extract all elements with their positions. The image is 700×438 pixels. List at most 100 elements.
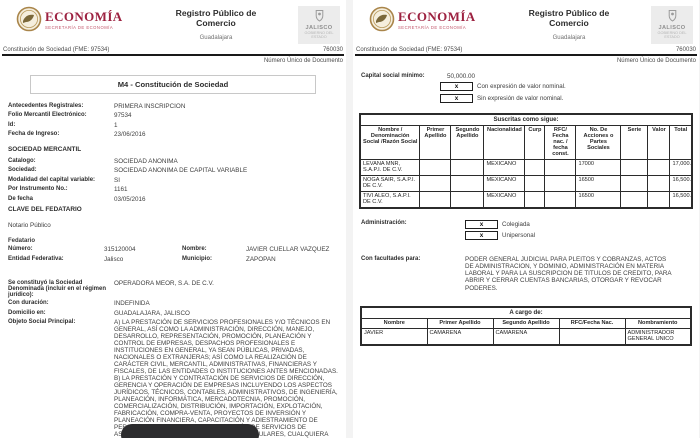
field-label: Número:	[8, 245, 33, 252]
viewer-pill-button[interactable]	[121, 424, 259, 438]
table-cell	[558, 327, 626, 346]
field-value: ZAPOPAN	[246, 255, 276, 263]
field-value: 23/06/2016	[114, 131, 146, 139]
agency-name: ECONOMÍA	[398, 9, 476, 25]
field-value: 1	[114, 121, 118, 129]
jalisco-label: JALISCO	[658, 25, 686, 31]
table-cell	[620, 190, 649, 209]
checkbox-checked: x	[465, 231, 498, 241]
field-row: Fecha de Ingreso: 23/06/2016	[0, 131, 346, 138]
table-cell	[524, 158, 546, 176]
field-row: De fecha 03/05/2016	[0, 196, 346, 203]
column-header: RFC/Fecha Nac.	[558, 317, 626, 329]
table-cell: TIVI ALEO, S.A.P.I. DE C.V.	[359, 190, 421, 209]
economia-logo: ECONOMÍA SECRETARÍA DE ECONOMÍA	[369, 6, 487, 34]
table-cell: 16,500.	[669, 174, 693, 192]
table-cell	[544, 190, 577, 209]
doc-type: Constitución de Sociedad (FME: 97534)	[356, 47, 463, 53]
column-header: Segundo Apellido	[492, 317, 560, 329]
document-page-left: ECONOMÍA SECRETARÍA DE ECONOMÍA Registro…	[0, 0, 346, 438]
field-row: Sociedad: SOCIEDAD ANONIMA DE CAPITAL VA…	[0, 167, 346, 174]
doc-type: Constitución de Sociedad (FME: 97534)	[3, 47, 110, 53]
field-value: GUADALAJARA, JALISCO	[114, 309, 190, 317]
field-value: JAVIER CUELLAR VAZQUEZ	[246, 245, 330, 253]
table-cell: JAVIER	[360, 327, 428, 346]
field-value: PRIMERA INSCRIPCION	[114, 102, 186, 110]
field-value: SOCIEDAD ANONIMA DE CAPITAL VARIABLE	[114, 167, 248, 175]
table-cell: 16500	[575, 190, 622, 209]
field-value: 50,000.00	[447, 72, 476, 80]
field-row: Se constituyó la Sociedad Denominada (in…	[0, 280, 346, 298]
admin-option-row: x Colegiada	[465, 219, 699, 229]
table-cell: LEVANA MNR, S.A.P.I. DE C.V.	[359, 158, 421, 176]
column-header: Curp	[524, 124, 546, 160]
jalisco-crest-icon	[666, 10, 679, 25]
column-header: Serie	[620, 124, 649, 160]
jalisco-tagline: GOBIERNO DEL ESTADO	[657, 31, 687, 39]
field-label: Nombre:	[182, 245, 207, 252]
field-label: Por Instrumento No.:	[8, 186, 68, 193]
column-header: Valor	[647, 124, 671, 160]
field-value: SI	[114, 176, 120, 184]
doc-number: 760030	[675, 47, 696, 53]
field-row: Con duración: INDEFINIDA	[0, 300, 346, 307]
header-rule	[355, 54, 697, 56]
table-cell: ADMINISTRADOR GENERAL UNICO	[624, 327, 692, 346]
doc-number: 760030	[322, 47, 343, 53]
table-cell	[620, 174, 649, 192]
agency-tagline: SECRETARÍA DE ECONOMÍA	[398, 24, 467, 30]
column-header: No. De Acciones o Partes Sociales	[575, 124, 622, 160]
page-header: ECONOMÍA SECRETARÍA DE ECONOMÍA Registro…	[353, 0, 699, 44]
jalisco-crest-icon	[313, 10, 326, 25]
registry-office: Guadalajara	[552, 34, 586, 41]
field-value: 1161	[114, 186, 128, 194]
table-cell	[620, 158, 649, 176]
field-value: INDEFINIDA	[114, 299, 150, 307]
column-header: Primer Apellido	[426, 317, 494, 329]
table-cell	[544, 174, 577, 192]
field-row: Catalogo: SOCIEDAD ANONIMA	[0, 158, 346, 165]
table-cell: MEXICANO	[483, 190, 526, 209]
nominal-option-row: x Con expresión de valor nominal.	[440, 82, 699, 92]
field-row: Id: 1	[0, 122, 346, 129]
registry-office: Guadalajara	[199, 34, 233, 41]
registry-title: Registro Público de Comercio	[175, 8, 257, 29]
table-cell	[419, 174, 452, 192]
table-cell	[450, 158, 485, 176]
field-label: Con facultades para:	[361, 255, 421, 262]
checkbox-label: Unipersonal	[502, 232, 536, 240]
column-header: Segundo Apellido	[450, 124, 485, 160]
field-label: Entidad Federativa:	[8, 255, 64, 262]
field-label: Folio Mercantil Electrónico:	[8, 112, 87, 119]
table-cell: 17,000.	[669, 158, 693, 176]
jalisco-label: JALISCO	[305, 25, 333, 31]
table-cell: 16,500.	[669, 190, 693, 209]
capital-row: Capital social mínimo: 50,000.00	[353, 73, 699, 80]
table-cell	[450, 190, 485, 209]
agency-tagline: SECRETARÍA DE ECONOMÍA	[45, 24, 114, 30]
jalisco-logo: JALISCO GOBIERNO DEL ESTADO	[651, 6, 693, 44]
field-label: Domicilio en:	[8, 309, 46, 316]
table-cell	[647, 158, 671, 176]
economia-seal-icon	[369, 6, 395, 34]
header-rule	[2, 54, 344, 56]
checkbox-label: Colegiada	[502, 220, 530, 228]
field-value: A) LA PRESTACIÓN DE SERVICIOS PROFESIONA…	[114, 319, 338, 438]
table-cell: MEXICANO	[483, 174, 526, 192]
table-cell	[524, 190, 546, 209]
suscritas-table: Suscritas como sigue: Nombre / Denominac…	[358, 112, 694, 209]
economia-seal-icon	[16, 6, 42, 34]
table-cell: MEXICANO	[483, 158, 526, 176]
field-label: Administración:	[361, 219, 407, 226]
field-row: Por Instrumento No.: 1161	[0, 186, 346, 193]
field-label: Antecedentes Registrales:	[8, 102, 84, 109]
field-value: OPERADORA MEOR, S.A. DE C.V.	[114, 279, 214, 287]
table-cell	[647, 190, 671, 209]
registry-title: Registro Público de Comercio	[528, 8, 610, 29]
fedatario-heading: Fedatario	[8, 238, 36, 245]
field-value: Jalisco	[104, 255, 124, 263]
table-cell	[419, 190, 452, 209]
notary-type: Notario Público	[8, 222, 51, 230]
field-value: SOCIEDAD ANONIMA	[114, 157, 178, 165]
form-title: M4 - Constitución de Sociedad	[30, 74, 316, 94]
